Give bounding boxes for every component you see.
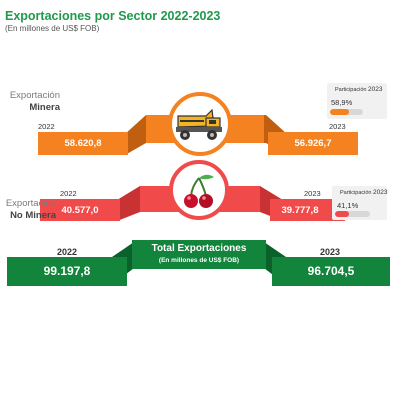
non-mining-year-2023: 2023 — [304, 189, 321, 198]
non-mining-share-title-text: Participación — [340, 190, 372, 196]
non-mining-label-line1: Exportación — [5, 198, 56, 209]
total-title: Total Exportaciones — [151, 243, 247, 254]
mining-share-title: Participación 2023 — [335, 86, 383, 93]
total-subtitle: (En millones de US$ FOB) — [158, 257, 240, 264]
mining-2023-bar — [268, 132, 358, 155]
non-mining-year-2022: 2022 — [60, 189, 77, 198]
mining-label-line2: Minera — [29, 102, 60, 113]
dump-truck-icon — [176, 108, 222, 140]
total-year-2023: 2023 — [320, 247, 341, 257]
mining-share-track — [330, 109, 363, 115]
page-subtitle: (En millones de US$ FOB) — [5, 24, 100, 33]
non-mining-share-title: Participación 2023 — [340, 189, 388, 196]
mining-share-pct: 58,9% — [331, 98, 353, 107]
non-mining-2023-bar — [270, 199, 345, 221]
mining-share-box: Participación 2023 58,9% — [327, 83, 387, 119]
mining-2022-bar — [38, 132, 128, 155]
non-mining-value-2023: 39.777,8 — [281, 205, 319, 216]
mining-year-2023: 2023 — [329, 122, 346, 131]
total-2022-bar — [7, 257, 127, 286]
non-mining-2022-bar — [40, 199, 120, 221]
total-value-2022: 99.197,8 — [43, 264, 91, 278]
mining-share-year: 2023 — [368, 86, 383, 93]
mining-label: Exportación Minera — [0, 90, 60, 114]
non-mining-share-pct: 41,1% — [337, 201, 359, 210]
cherry-icon — [184, 174, 214, 208]
mining-value-2023: 56.926,7 — [294, 138, 332, 149]
total-year-2022: 2022 — [57, 247, 78, 257]
total-ribbon — [7, 240, 390, 286]
non-mining-share-year: 2023 — [373, 189, 388, 196]
mining-value-2022: 58.620,8 — [64, 138, 102, 149]
total-value-2023: 96.704,5 — [307, 264, 355, 278]
mining-share-title-text: Participación — [335, 87, 367, 93]
non-mining-share-box: Participación 2023 41,1% — [332, 186, 388, 220]
non-mining-share-track — [335, 211, 370, 217]
non-mining-icon-circle — [169, 160, 229, 220]
non-mining-share-fill — [335, 211, 350, 217]
total-2023-bar — [272, 257, 390, 286]
mining-label-line1: Exportación — [9, 90, 60, 101]
non-mining-label: Exportación No Minera — [0, 198, 56, 222]
page-title: Exportaciones por Sector 2022-2023 — [5, 9, 221, 23]
mining-share-fill — [330, 109, 350, 115]
mining-year-2022: 2022 — [38, 122, 55, 131]
non-mining-label-line2: No Minera — [10, 210, 56, 221]
non-mining-value-2022: 40.577,0 — [61, 205, 99, 216]
